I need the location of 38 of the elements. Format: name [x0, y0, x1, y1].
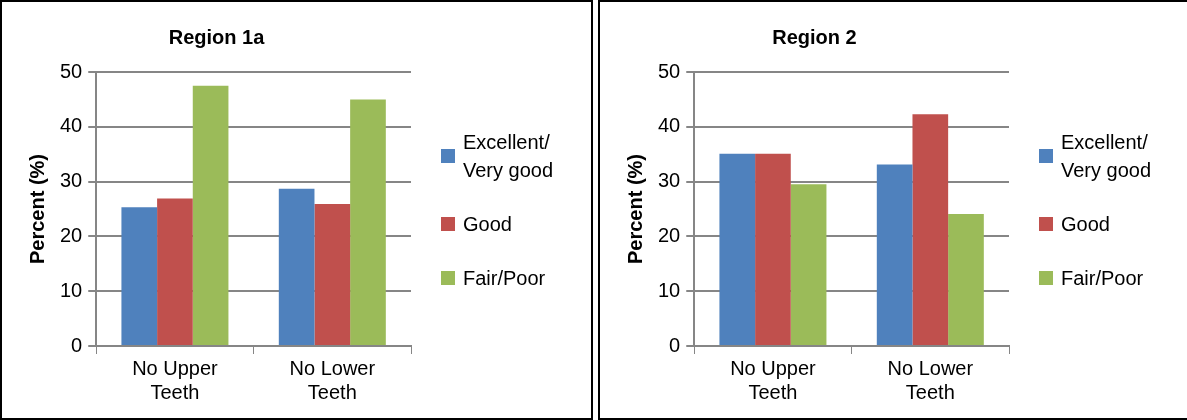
legend-label: Good: [463, 212, 512, 237]
bar: [790, 184, 827, 345]
bar: [314, 204, 351, 345]
bar: [192, 85, 229, 345]
y-tick-label: 30: [658, 169, 681, 192]
bar: [121, 207, 158, 345]
chart-title: Region 2: [772, 25, 857, 48]
x-tick-label: No Lower Teeth: [887, 356, 974, 403]
y-tick-label: 30: [60, 169, 83, 192]
y-tick-label: 0: [71, 333, 83, 356]
legend-label: Fair/Poor: [1061, 266, 1144, 291]
legend-label: Excellent/ Very good: [1061, 130, 1153, 183]
legend-label: Fair/Poor: [463, 266, 546, 291]
bar: [719, 153, 756, 345]
bar: [157, 198, 193, 345]
y-axis-title: Percent (%): [623, 153, 646, 265]
y-tick-label: 20: [658, 223, 681, 246]
bar: [876, 164, 913, 345]
bar: [912, 114, 949, 345]
y-tick-label: 50: [60, 59, 83, 82]
y-tick-label: 50: [658, 59, 681, 82]
y-tick-label: 20: [60, 223, 83, 246]
y-tick-label: 40: [60, 114, 83, 137]
chart-title: Region 1a: [168, 25, 266, 48]
bar: [755, 153, 791, 345]
x-tick-label: No Lower Teeth: [289, 356, 376, 403]
x-tick-label: No Upper Teeth: [730, 356, 817, 403]
bar: [278, 188, 315, 345]
bar: [350, 99, 386, 345]
y-tick-label: 10: [60, 278, 83, 301]
y-tick-label: 10: [658, 278, 681, 301]
x-tick-label: No Upper Teeth: [132, 356, 219, 403]
y-axis-title: Percent (%): [25, 153, 48, 265]
y-tick-label: 40: [658, 114, 681, 137]
bar: [948, 213, 984, 345]
y-tick-label: 0: [669, 333, 681, 356]
legend-label: Excellent/ Very good: [463, 130, 555, 183]
legend-label: Good: [1061, 212, 1110, 237]
